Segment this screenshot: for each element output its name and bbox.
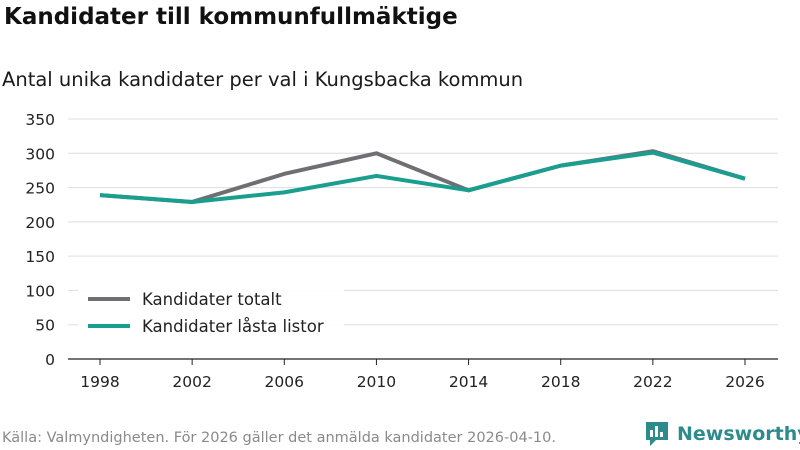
- y-tick-label-150: 150: [25, 248, 55, 266]
- series-line-kandidater-lasta-listor: [99, 150, 746, 204]
- source-note: Källa: Valmyndigheten. För 2026 gäller d…: [2, 430, 556, 446]
- y-tick-label-200: 200: [25, 214, 55, 232]
- x-tick-label-1998: 1998: [80, 373, 119, 391]
- x-tick-label-2022: 2022: [633, 373, 672, 391]
- y-tick-label-0: 0: [45, 351, 55, 369]
- newsworthy-logo-icon: [646, 422, 668, 446]
- series-line-kandidater-totalt: [99, 149, 746, 204]
- x-tick-label-2014: 2014: [449, 373, 488, 391]
- brand-name: Newsworthy: [677, 423, 800, 445]
- x-tick-label-2018: 2018: [541, 373, 580, 391]
- y-tick-label-300: 300: [25, 145, 55, 163]
- legend-box: [78, 286, 344, 346]
- x-tick-label-2026: 2026: [725, 373, 764, 391]
- brand-logo: Newsworthy: [644, 420, 800, 448]
- y-tick-label-350: 350: [25, 111, 55, 129]
- y-tick-label-250: 250: [25, 180, 55, 198]
- chart-title: Kandidater till kommunfullmäktige: [4, 4, 458, 30]
- y-tick-label-50: 50: [35, 317, 55, 335]
- legend-label-2: Kandidater låsta listor: [142, 317, 324, 336]
- x-tick-label-2010: 2010: [357, 373, 396, 391]
- legend-label-1: Kandidater totalt: [142, 290, 282, 309]
- y-tick-label-100: 100: [25, 282, 55, 300]
- line-chart: 0 50 100 150 200 250 300 350 1998 2002 2006 2010 201…: [25, 111, 778, 391]
- x-tick-label-2006: 2006: [265, 373, 304, 391]
- x-tick-label-2002: 2002: [172, 373, 211, 391]
- chart-subtitle: Antal unika kandidater per val i Kungsba…: [2, 68, 524, 91]
